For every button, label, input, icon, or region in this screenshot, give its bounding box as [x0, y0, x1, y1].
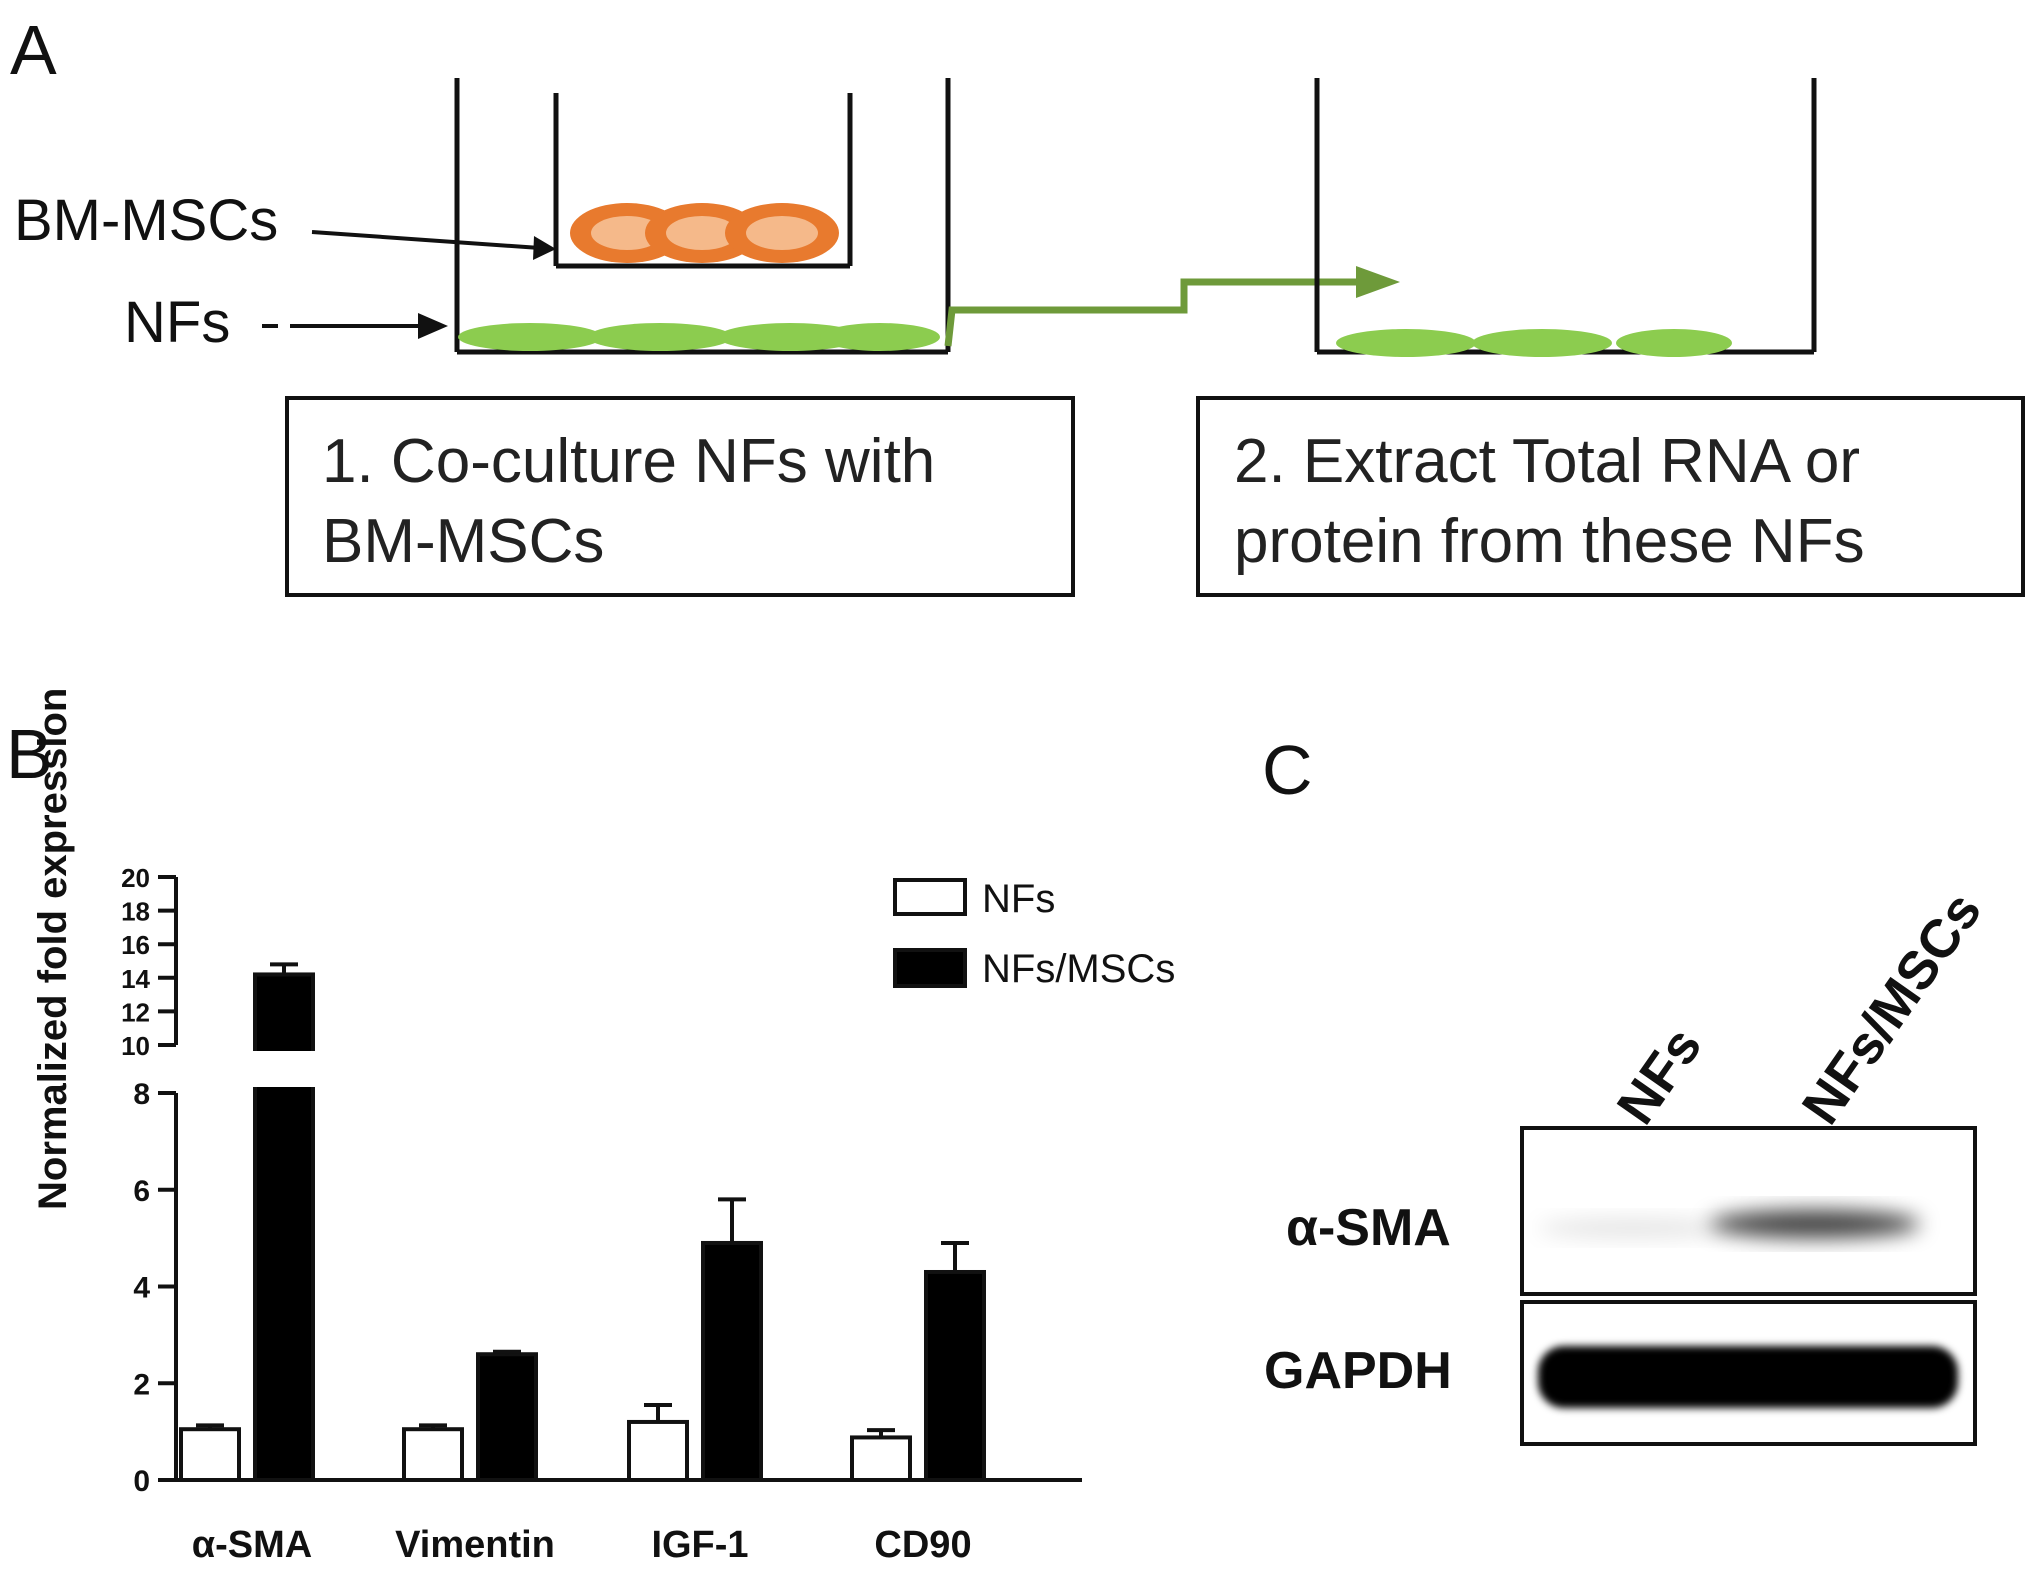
bar-nfs-mscs-1: [476, 1352, 538, 1482]
y-axis-label: Normalized fold expression: [31, 688, 75, 1210]
y-tick-label: 2: [133, 1368, 150, 1401]
legend-swatch-nfs: [893, 878, 967, 916]
panel-label-c: C: [1262, 731, 1313, 809]
step2-line1: 2. Extract Total RNA or: [1234, 427, 1860, 496]
y-tick-label: 18: [121, 897, 150, 927]
axis-break-gap: [251, 1051, 317, 1087]
step1-line1: 1. Co-culture NFs with: [322, 427, 935, 496]
y-tick-label: 10: [121, 1031, 150, 1061]
row-label-asma: α-SMA: [1286, 1199, 1451, 1257]
bm-mscs-cells: [570, 203, 839, 263]
label-nfs: NFs: [124, 290, 230, 355]
legend-swatch-nfs-mscs: [893, 948, 967, 988]
lane-label-nfs-mscs: NFs/MSCs: [1791, 882, 1993, 1135]
step2-box: [1196, 396, 2025, 597]
bar-nfs-mscs-2: [701, 1240, 763, 1483]
legend-label-nfs-mscs: NFs/MSCs: [982, 947, 1175, 991]
step1-box: [285, 396, 1075, 597]
y-tick-label: 20: [121, 863, 150, 893]
y-tick-label: 6: [133, 1175, 150, 1208]
x-category-label: α-SMA: [192, 1524, 312, 1566]
transfer-arrow: [944, 278, 1362, 347]
panel-label-b: B: [6, 715, 53, 793]
x-category-label: Vimentin: [395, 1524, 555, 1566]
y-tick-label: 12: [121, 997, 150, 1027]
y-tick-label: 14: [121, 964, 150, 994]
lane-label-nfs: NFs: [1606, 1017, 1714, 1135]
bar-nfs-0: [179, 1427, 241, 1483]
bar-nfs-mscs-0: [253, 972, 315, 1482]
step2-line2: protein from these NFs: [1234, 507, 1865, 576]
bar-nfs-3: [850, 1435, 912, 1483]
culture-well-1: [454, 78, 951, 355]
x-category-label: IGF-1: [651, 1524, 748, 1566]
y-tick-label: 0: [133, 1465, 150, 1498]
transwell-insert: [553, 93, 853, 269]
x-category-label: CD90: [874, 1524, 971, 1566]
mscs-pointer: [311, 230, 541, 250]
bar-nfs-2: [627, 1419, 689, 1482]
legend-label-nfs: NFs: [982, 877, 1055, 921]
y-tick-label: 8: [133, 1078, 150, 1111]
blot-band-asma-nfs-mscs: [1710, 1210, 1920, 1238]
y-tick-label: 4: [133, 1272, 150, 1305]
y-tick-label: 16: [121, 930, 150, 960]
panel-label-a: A: [10, 11, 57, 89]
nfs-pointer-head: [418, 313, 448, 339]
nf-cells-well-1: [458, 323, 940, 351]
label-bm-mscs: BM-MSCs: [14, 188, 278, 253]
step1-line2: BM-MSCs: [322, 507, 604, 576]
mscs-pointer-head: [533, 236, 556, 260]
bar-nfs-1: [402, 1427, 464, 1483]
row-label-gapdh: GAPDH: [1264, 1342, 1452, 1400]
bar-nfs-mscs-3: [924, 1269, 986, 1483]
blot-band-gapdh: [1538, 1346, 1958, 1408]
nf-cells-well-2: [1336, 329, 1732, 357]
culture-well-2: [1314, 78, 1817, 355]
blot-panel-asma: [1520, 1126, 1977, 1296]
blot-band-asma-nfs: [1538, 1218, 1728, 1238]
transfer-arrow-head: [1356, 266, 1400, 298]
